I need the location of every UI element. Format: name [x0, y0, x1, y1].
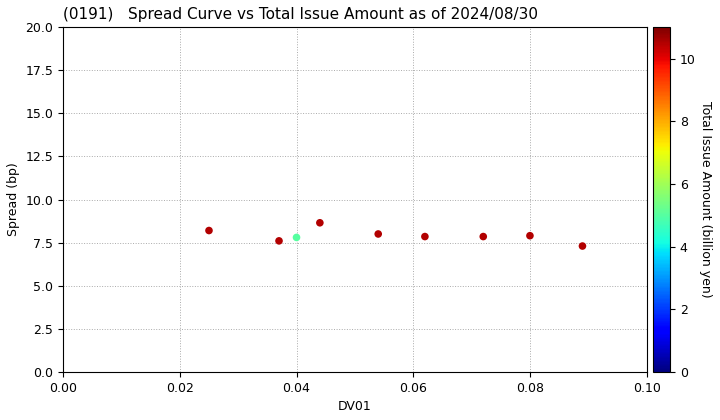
Point [372, 231, 384, 237]
Point [291, 234, 302, 241]
Point [477, 233, 489, 240]
Text: (0191)   Spread Curve vs Total Issue Amount as of 2024/08/30: (0191) Spread Curve vs Total Issue Amoun… [63, 7, 538, 22]
Point [203, 227, 215, 234]
Point [274, 237, 285, 244]
Y-axis label: Spread (bp): Spread (bp) [7, 163, 20, 236]
Point [577, 243, 588, 249]
X-axis label: DV01: DV01 [338, 400, 372, 413]
Point [524, 232, 536, 239]
Point [419, 233, 431, 240]
Y-axis label: Total Issue Amount (billion yen): Total Issue Amount (billion yen) [699, 101, 712, 298]
Point [314, 219, 325, 226]
